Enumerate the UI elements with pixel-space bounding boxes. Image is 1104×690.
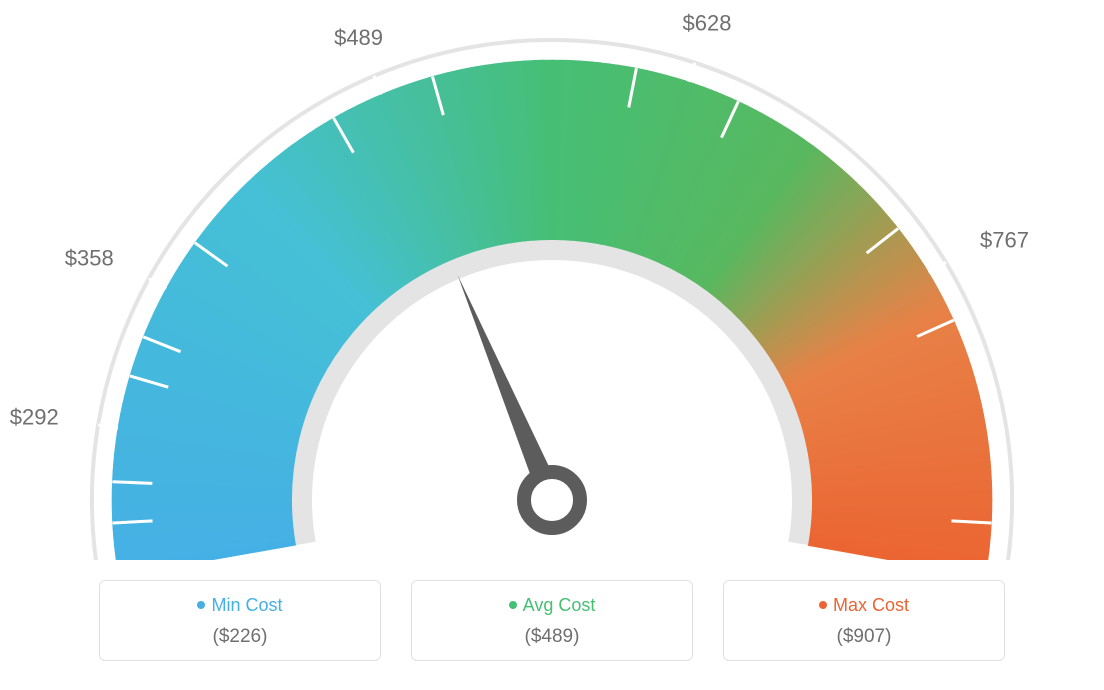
- gauge-svg: $226$292$358$489$628$767$907: [0, 0, 1104, 560]
- legend-title: Avg Cost: [412, 595, 692, 616]
- gauge-tick-label: $767: [980, 228, 1029, 253]
- legend-avg: Avg Cost ($489): [411, 580, 693, 661]
- gauge-tick-label: $358: [65, 245, 114, 270]
- gauge-tick-label: $489: [334, 25, 383, 50]
- legend-label: Avg Cost: [523, 595, 596, 615]
- legend-dot-avg: [509, 601, 517, 609]
- gauge-needle-hub: [524, 472, 580, 528]
- gauge-tick-label: $292: [10, 404, 59, 429]
- legend-value: ($907): [724, 626, 1004, 648]
- legend-title: Min Cost: [100, 595, 380, 616]
- legend-dot-max: [819, 601, 827, 609]
- legend-title: Max Cost: [724, 595, 1004, 616]
- legend-row: Min Cost ($226) Avg Cost ($489) Max Cost ($90…: [0, 580, 1104, 661]
- gauge-tick-label: $628: [683, 11, 732, 36]
- legend-dot-min: [197, 601, 205, 609]
- legend-label: Min Cost: [211, 595, 282, 615]
- legend-value: ($489): [412, 626, 692, 648]
- legend-max: Max Cost ($907): [723, 580, 1005, 661]
- legend-value: ($226): [100, 626, 380, 648]
- cost-gauge-chart: $226$292$358$489$628$767$907 Min Cost($2…: [0, 0, 1104, 690]
- legend-min: Min Cost ($226): [99, 580, 381, 661]
- legend-label: Max Cost: [833, 595, 909, 615]
